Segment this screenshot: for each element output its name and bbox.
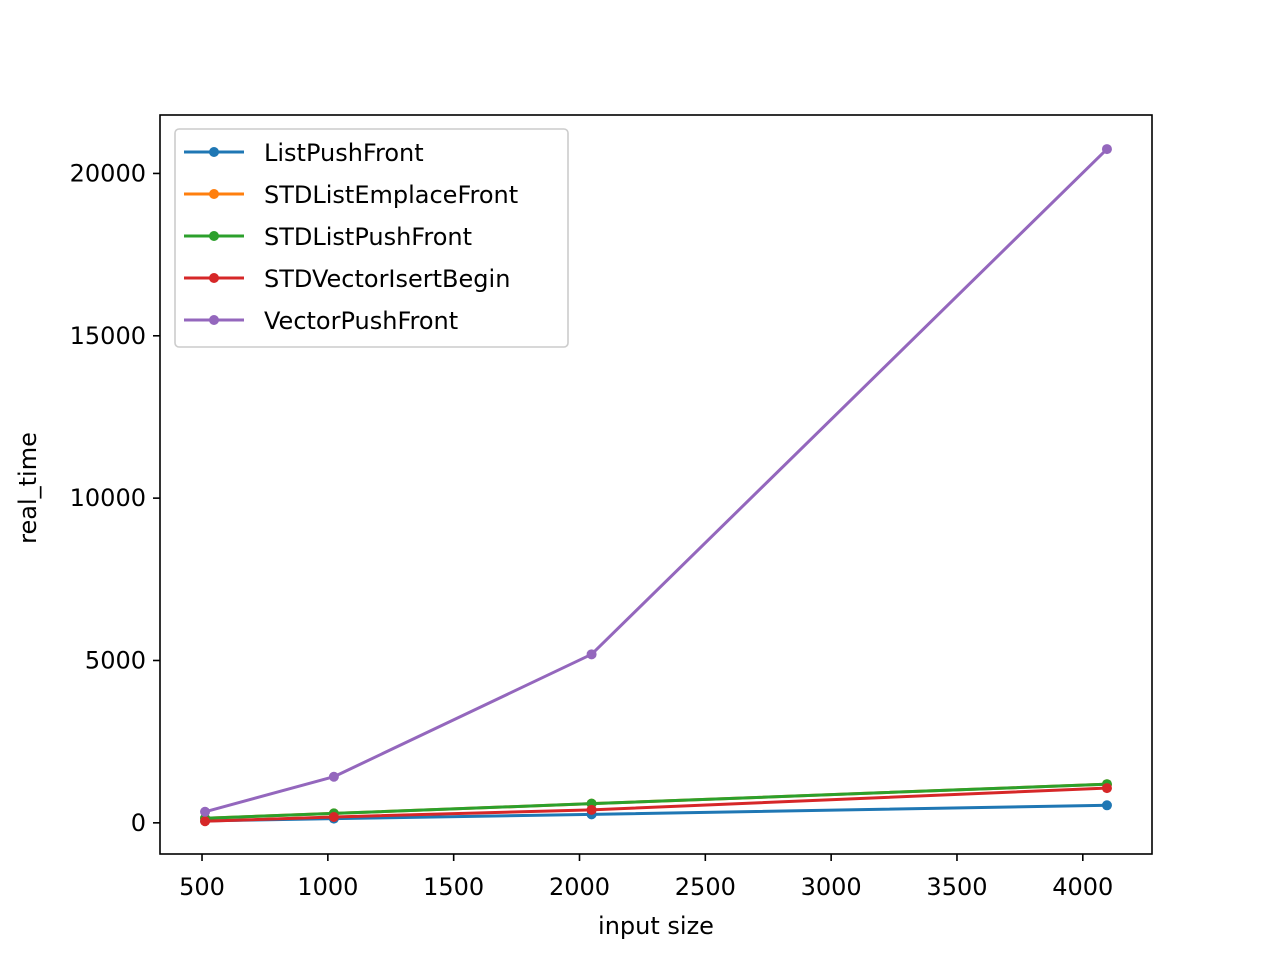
x-tick-label: 1000 <box>297 873 358 901</box>
x-tick-label: 4000 <box>1052 873 1113 901</box>
y-tick-label: 5000 <box>85 646 146 674</box>
x-axis-label: input size <box>598 912 714 940</box>
legend-label: STDListPushFront <box>264 223 472 251</box>
x-tick-label: 3000 <box>801 873 862 901</box>
y-tick-label: 0 <box>131 809 146 837</box>
plot-layer <box>200 144 1112 827</box>
x-tick-label: 3500 <box>926 873 987 901</box>
data-point-stdvector-isert-begin <box>328 811 339 822</box>
x-tick-label: 1500 <box>423 873 484 901</box>
data-point-vector-push-front <box>328 771 339 782</box>
ticks-layer: 500 1000 1500 2000 2500 3000 3500 4000 0 5000 1000… <box>70 159 1114 901</box>
legend-box <box>174 128 569 348</box>
legend-label: VectorPushFront <box>264 307 458 335</box>
y-axis-label: real_time <box>14 432 42 544</box>
legend-swatch-marker <box>209 189 219 199</box>
legend-swatch-marker <box>209 273 219 283</box>
y-tick-label: 20000 <box>70 159 146 187</box>
data-point-vector-push-front <box>1101 144 1112 155</box>
x-tick-label: 2000 <box>549 873 610 901</box>
legend-swatch-marker <box>209 315 219 325</box>
series-line-stdvector-isert-begin <box>203 786 1109 823</box>
legend-swatch-marker <box>209 231 219 241</box>
series-line-vector-push-front <box>203 146 1110 814</box>
legend-swatch-marker <box>209 147 219 157</box>
data-point-list-push-front <box>1101 800 1112 811</box>
x-tick-label: 500 <box>179 873 225 901</box>
y-tick-label: 15000 <box>70 322 146 350</box>
x-tick-label: 2500 <box>675 873 736 901</box>
series-line-stdlist-push-front <box>203 782 1109 820</box>
data-point-vector-push-front <box>586 649 597 660</box>
legend-label: STDListEmplaceFront <box>264 181 518 209</box>
data-point-stdvector-isert-begin <box>586 804 597 815</box>
legend-label: ListPushFront <box>264 139 424 167</box>
legend: ListPushFront STDListEmplaceFront STDListP… <box>174 128 569 348</box>
legend-label: STDVectorIsertBegin <box>264 265 510 293</box>
y-tick-label: 10000 <box>70 484 146 512</box>
data-point-vector-push-front <box>200 806 211 817</box>
plot-frame <box>159 114 1153 855</box>
data-point-stdvector-isert-begin <box>1101 783 1112 794</box>
data-point-stdvector-isert-begin <box>200 816 211 827</box>
